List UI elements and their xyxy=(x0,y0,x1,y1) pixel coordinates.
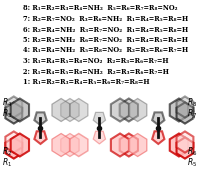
Polygon shape xyxy=(34,131,47,144)
Text: 6: R₂=R₄=NH₂  R₃=R₇=NO₂  R₁=R₄=R₅=R₈=H: 6: R₂=R₄=NH₂ R₃=R₇=NO₂ R₁=R₄=R₅=R₈=H xyxy=(23,26,188,33)
Text: $R_7$: $R_7$ xyxy=(187,108,197,120)
Polygon shape xyxy=(93,131,105,144)
Polygon shape xyxy=(5,102,22,124)
Text: 2: R₁=R₄=R₅=R₈=NH₂  R₂=R₃=R₆=R₇=H: 2: R₁=R₄=R₅=R₈=NH₂ R₂=R₃=R₆=R₇=H xyxy=(23,67,169,75)
Polygon shape xyxy=(111,98,129,122)
Polygon shape xyxy=(111,133,129,156)
Polygon shape xyxy=(70,98,88,122)
Text: 5: R₂=R₃=NH₂  R₆=R₇=NO₂  R₁=R₄=R₅=R₈=H: 5: R₂=R₃=NH₂ R₆=R₇=NO₂ R₁=R₄=R₅=R₈=H xyxy=(23,36,188,44)
Polygon shape xyxy=(11,133,29,156)
Polygon shape xyxy=(70,133,88,156)
Text: $R_2$: $R_2$ xyxy=(2,146,12,158)
Polygon shape xyxy=(129,133,147,156)
Polygon shape xyxy=(120,133,138,156)
Polygon shape xyxy=(176,96,193,118)
Text: 8: R₁=R₂=R₃=R₄=NH₂  R₅=R₆=R₇=R₈=NO₂: 8: R₁=R₂=R₃=R₄=NH₂ R₅=R₆=R₇=R₈=NO₂ xyxy=(23,5,178,12)
Polygon shape xyxy=(11,98,29,122)
Polygon shape xyxy=(152,131,164,144)
Text: $R_3$: $R_3$ xyxy=(2,108,12,120)
Polygon shape xyxy=(170,98,188,122)
Text: $R_5$: $R_5$ xyxy=(187,157,197,169)
Polygon shape xyxy=(52,133,70,156)
Polygon shape xyxy=(61,98,79,122)
Text: $R_6$: $R_6$ xyxy=(186,146,197,158)
Polygon shape xyxy=(61,133,79,156)
Text: 3: R₁=R₄=R₅=R₈=NO₂  R₂=R₃=R₆=R₇=H: 3: R₁=R₄=R₅=R₈=NO₂ R₂=R₃=R₆=R₇=H xyxy=(23,57,169,65)
Polygon shape xyxy=(52,98,70,122)
Polygon shape xyxy=(5,137,22,159)
Polygon shape xyxy=(176,102,193,124)
Text: 4: R₁=R₄=NH₂  R₅=R₈=NO₂  R₂=R₃=R₆=R₇=H: 4: R₁=R₄=NH₂ R₅=R₈=NO₂ R₂=R₃=R₆=R₇=H xyxy=(23,46,188,54)
Text: 7: R₂=R₇=NO₂  R₃=R₆=NH₂  R₁=R₄=R₅=R₈=H: 7: R₂=R₇=NO₂ R₃=R₆=NH₂ R₁=R₄=R₅=R₈=H xyxy=(23,15,188,23)
Text: $R_8$: $R_8$ xyxy=(187,97,197,109)
Polygon shape xyxy=(170,133,188,156)
Text: 1: R₁=R₂=R₃=R₄=R₅=R₆=R₇=R₈=H: 1: R₁=R₂=R₃=R₄=R₅=R₆=R₇=R₈=H xyxy=(23,78,150,86)
Polygon shape xyxy=(5,131,22,153)
Polygon shape xyxy=(176,137,193,159)
Polygon shape xyxy=(129,98,147,122)
Polygon shape xyxy=(120,98,138,122)
Polygon shape xyxy=(152,112,164,125)
Text: $R_1$: $R_1$ xyxy=(2,157,12,169)
Polygon shape xyxy=(34,112,47,125)
Polygon shape xyxy=(176,131,193,153)
Polygon shape xyxy=(5,96,22,118)
Text: $R_4$: $R_4$ xyxy=(2,97,12,109)
Polygon shape xyxy=(93,112,105,125)
